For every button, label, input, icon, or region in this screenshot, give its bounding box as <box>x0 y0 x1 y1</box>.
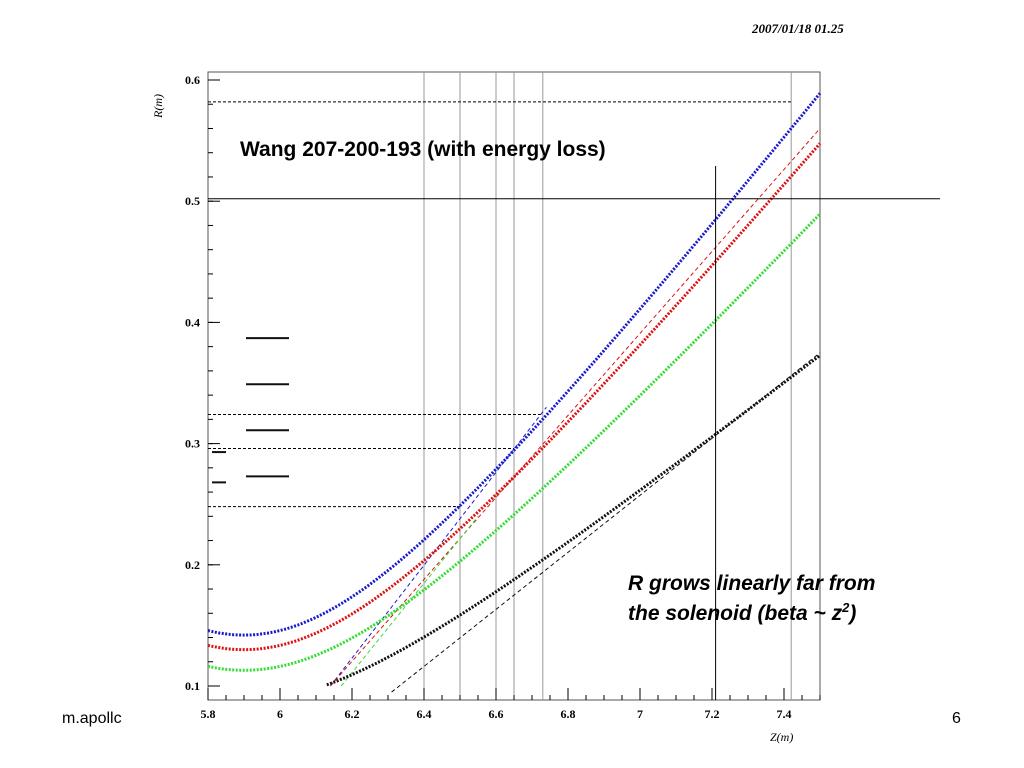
plot: 0.1 0.2 0.3 0.4 0.5 0.6 5.8 6 6.2 6.4 6.6 6.8 7 7.2 7.… <box>185 71 940 721</box>
envelope-red <box>207 142 822 652</box>
timestamp: 2007/01/18 01.25 <box>751 21 844 36</box>
y-tick-label: 0.1 <box>185 679 200 693</box>
y-tick-label: 0.2 <box>185 558 200 572</box>
y-tick-label: 0.6 <box>185 73 200 87</box>
y-tick-label: 0.5 <box>185 194 200 208</box>
asymptote-line <box>391 352 821 693</box>
legend-marks <box>212 337 289 484</box>
x-tick-label: 6 <box>277 707 283 721</box>
envelope-green <box>207 212 822 672</box>
y-tick-label: 0.4 <box>185 315 200 329</box>
x-tick-label: 7 <box>637 707 643 721</box>
x-tick-label: 7.4 <box>777 707 792 721</box>
annotation-line2: the solenoid (beta ~ z2) <box>628 600 856 625</box>
page-number: 6 <box>952 710 961 727</box>
envelope-black <box>326 354 821 687</box>
x-axis-label: Z(m) <box>770 730 793 744</box>
crosshair <box>208 166 940 700</box>
x-tick-label: 6.4 <box>417 707 432 721</box>
axes: 0.1 0.2 0.3 0.4 0.5 0.6 5.8 6 6.2 6.4 6.6 6.8 7 7.2 7.… <box>185 73 821 721</box>
asymptote-line <box>330 128 821 687</box>
dashed-levels <box>208 101 792 508</box>
x-tick-label: 6.2 <box>345 707 360 721</box>
y-axis-label: R(m) <box>151 94 165 119</box>
footer-left: m.apollc <box>62 710 122 727</box>
x-tick-label: 6.8 <box>561 707 576 721</box>
envelope-blue <box>207 92 822 637</box>
x-tick-label: 6.6 <box>489 707 504 721</box>
x-tick-label: 7.2 <box>705 707 720 721</box>
beam-envelopes <box>207 92 822 687</box>
y-tick-label: 0.3 <box>185 437 200 451</box>
asymptote-line <box>330 406 547 687</box>
annotation-line1: R grows linearly far from <box>628 572 875 595</box>
chart-title: Wang 207-200-193 (with energy loss) <box>240 138 606 161</box>
x-tick-label: 5.8 <box>201 707 216 721</box>
